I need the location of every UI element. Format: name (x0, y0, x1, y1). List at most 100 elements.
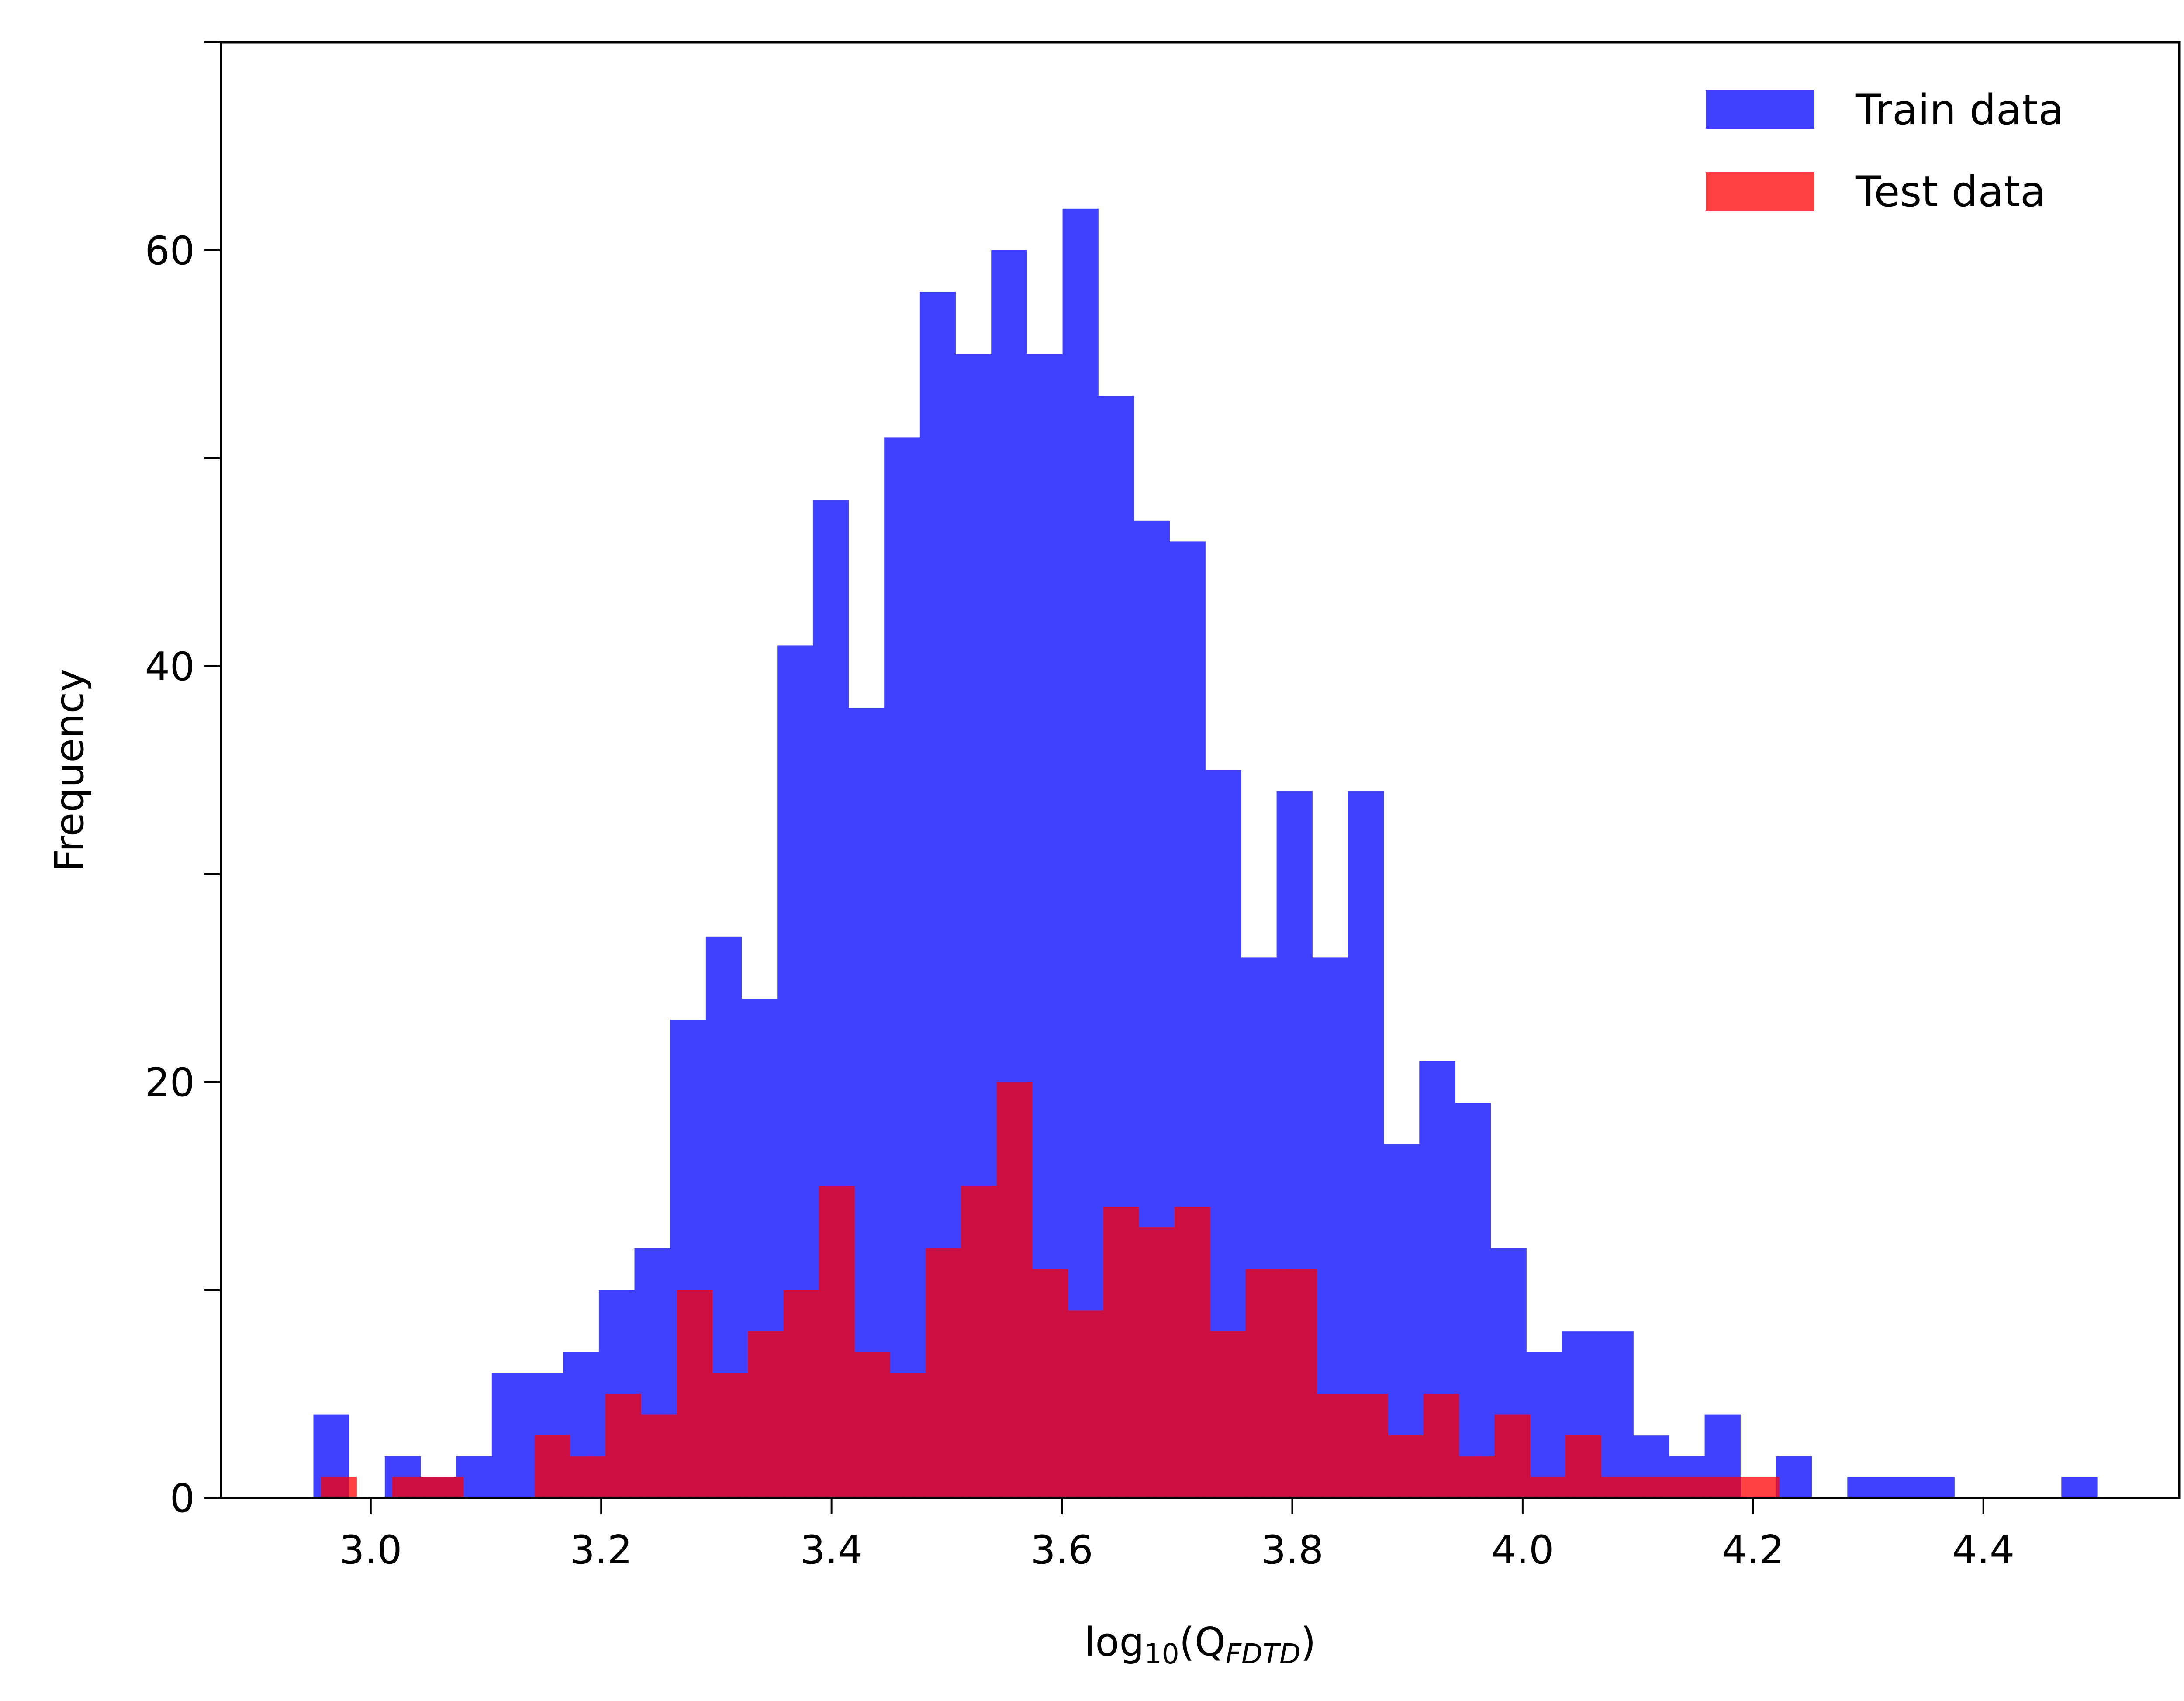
overlap-bar-37-8 (1648, 1477, 1651, 1498)
overlap-bar-29-5 (1359, 1394, 1362, 1498)
overlap-bar-21-14 (1088, 1310, 1090, 1498)
overlap-bar-22-8 (1115, 1207, 1117, 1498)
overlap-bar-13-22 (816, 1290, 818, 1498)
train-bar-36 (1597, 1331, 1634, 1498)
overlap-bar-29-10 (1367, 1394, 1369, 1498)
overlap-bar-25-1 (1211, 1331, 1213, 1498)
overlap-bar-9-23 (675, 1414, 677, 1498)
overlap-bar-28-8 (1328, 1394, 1330, 1498)
overlap-bar-11-10 (727, 1373, 729, 1498)
overlap-bar-2-23 (426, 1477, 428, 1498)
overlap-bar-38-10 (1687, 1477, 1689, 1498)
overlap-bar-6-2 (537, 1435, 539, 1498)
overlap-bar-29-22 (1385, 1394, 1387, 1498)
overlap-bar-15-3 (859, 1352, 861, 1498)
overlap-bar-31-3 (1427, 1394, 1430, 1498)
x-tick-label-4: 3.8 (1261, 1527, 1324, 1573)
overlap-bar-0-6 (330, 1477, 332, 1498)
overlap-bar-18-0 (961, 1186, 963, 1498)
overlap-bar-17-13 (944, 1248, 947, 1498)
overlap-bar-34-6 (1539, 1477, 1541, 1498)
overlap-bar-19-2 (999, 1082, 1002, 1498)
overlap-bar-29-23 (1386, 1394, 1388, 1498)
overlap-bar-39-7 (1718, 1477, 1720, 1498)
overlap-bar-18-9 (974, 1186, 976, 1498)
x-axis-label-base-subscript: 10 (1144, 1638, 1179, 1670)
legend-label-test: Test data (1855, 167, 2046, 216)
overlap-bar-6-14 (555, 1435, 557, 1498)
overlap-bar-11-3 (716, 1373, 719, 1498)
overlap-bar-23-12 (1156, 1227, 1158, 1498)
overlap-bar-31-0 (1423, 1394, 1425, 1498)
overlap-bar-16-8 (902, 1373, 904, 1498)
overlap-bar-20-23 (1066, 1269, 1068, 1498)
overlap-bar-12-16 (771, 1331, 774, 1498)
overlap-bar-3-7 (438, 1477, 440, 1498)
overlap-bar-12-13 (767, 1331, 769, 1498)
overlap-bar-16-15 (912, 1373, 914, 1498)
overlap-bar-14-6 (827, 1186, 829, 1498)
overlap-bar-38-1 (1673, 1477, 1676, 1498)
overlap-bar-36-10 (1616, 1477, 1618, 1498)
overlap-bar-3-0 (428, 1477, 430, 1498)
overlap-bar-2-8 (404, 1477, 406, 1498)
overlap-bar-29-3 (1356, 1394, 1358, 1498)
overlap-bar-36-2 (1604, 1477, 1606, 1498)
overlap-bar-0-16 (345, 1477, 347, 1498)
overlap-bar-34-13 (1549, 1477, 1551, 1498)
overlap-bar-37-23 (1670, 1477, 1673, 1498)
overlap-bar-16-13 (909, 1373, 911, 1498)
overlap-bar-38-16 (1696, 1477, 1698, 1498)
overlap-bar-11-1 (713, 1373, 715, 1498)
overlap-bar-18-21 (992, 1186, 994, 1498)
overlap-bar-38-8 (1684, 1477, 1686, 1498)
overlap-bar-30-12 (1405, 1435, 1407, 1498)
overlap-bar-25-20 (1239, 1331, 1241, 1498)
overlap-bar-24-8 (1186, 1207, 1188, 1498)
overlap-bar-35-22 (1598, 1435, 1600, 1498)
overlap-bar-23-22 (1171, 1227, 1173, 1498)
overlap-bar-21-12 (1085, 1310, 1088, 1498)
overlap-bar-11-23 (746, 1373, 748, 1498)
overlap-bar-8-12 (623, 1394, 625, 1498)
train-bar-45 (1918, 1477, 1955, 1498)
x-tick-label-1: 3.2 (570, 1527, 632, 1573)
overlap-bar-30-6 (1396, 1435, 1399, 1498)
overlap-bar-7-21 (601, 1456, 603, 1498)
overlap-bar-19-13 (1016, 1082, 1018, 1498)
x-axis-label-subscript: FDTD (1226, 1638, 1301, 1670)
overlap-bar-11-14 (733, 1373, 735, 1498)
overlap-bar-12-2 (750, 1331, 753, 1498)
overlap-bar-7-19 (598, 1456, 600, 1498)
overlap-bar-6-7 (545, 1435, 547, 1498)
overlap-bar-17-6 (934, 1248, 936, 1498)
overlap-bar-3-1 (429, 1477, 431, 1498)
overlap-bar-2-21 (423, 1477, 425, 1498)
overlap-bar-35-9 (1579, 1435, 1581, 1498)
overlap-bar-30-13 (1407, 1435, 1409, 1498)
overlap-bar-9-10 (656, 1414, 658, 1498)
overlap-bar-9-3 (645, 1414, 647, 1498)
overlap-bar-39-20 (1737, 1477, 1739, 1498)
overlap-bar-28-18 (1343, 1394, 1345, 1498)
overlap-bar-26-18 (1272, 1269, 1274, 1498)
overlap-bar-36-17 (1626, 1477, 1628, 1498)
overlap-bar-30-22 (1420, 1435, 1422, 1498)
train-bar-49 (2061, 1477, 2098, 1498)
overlap-bar-0-14 (342, 1477, 344, 1498)
overlap-bar-24-22 (1207, 1207, 1209, 1498)
overlap-bar-14-5 (826, 1186, 828, 1498)
overlap-bar-26-6 (1254, 1269, 1256, 1498)
overlap-bar-3-21 (459, 1477, 461, 1498)
overlap-bar-17-1 (927, 1248, 929, 1498)
overlap-bar-25-12 (1227, 1331, 1230, 1498)
overlap-bar-3-8 (439, 1477, 442, 1498)
overlap-bar-27-22 (1313, 1269, 1316, 1498)
overlap-bar-11-0 (712, 1373, 714, 1498)
overlap-bar-36-18 (1628, 1477, 1630, 1498)
train-bar-21 (1062, 208, 1099, 1498)
overlap-bar-10-18 (703, 1290, 705, 1498)
overlap-bar-9-2 (644, 1414, 646, 1498)
overlap-bar-33-0 (1494, 1414, 1496, 1498)
overlap-bar-9-12 (659, 1414, 661, 1498)
